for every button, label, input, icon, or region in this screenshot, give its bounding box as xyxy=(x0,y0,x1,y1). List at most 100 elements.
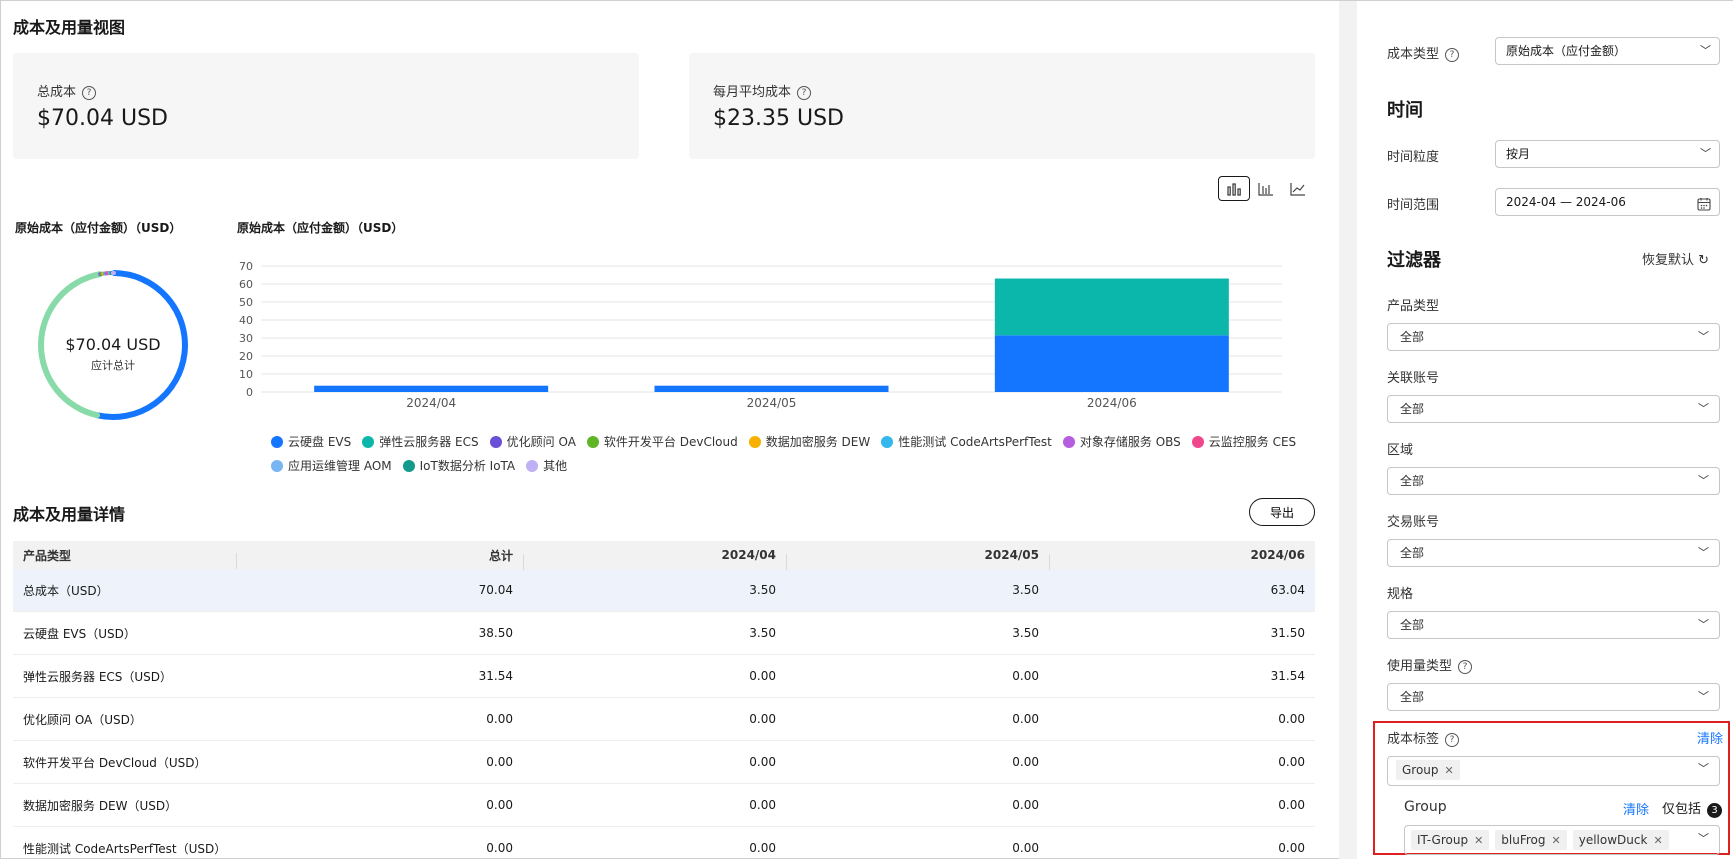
usage-type-select[interactable]: 全部 ﹀ xyxy=(1387,683,1720,711)
region-select[interactable]: 全部 ﹀ xyxy=(1387,467,1720,495)
close-icon[interactable]: ✕ xyxy=(1551,834,1561,847)
column-chart-icon[interactable] xyxy=(1250,176,1282,201)
product-type-select[interactable]: 全部 ﹀ xyxy=(1387,323,1720,351)
close-icon[interactable]: ✕ xyxy=(1444,764,1454,777)
column-header[interactable]: 总计 xyxy=(236,547,523,569)
legend-label: 应用运维管理 AOM xyxy=(288,459,392,473)
cost-tag-clear-link[interactable]: 清除 xyxy=(1697,732,1724,747)
help-icon[interactable]: ? xyxy=(1445,733,1460,747)
filter-label: 产品类型 xyxy=(1387,299,1440,314)
legend-item[interactable]: 数据加密服务 DEW xyxy=(748,433,871,450)
filter-label: 关联账号 xyxy=(1387,371,1440,386)
donut-slice[interactable] xyxy=(94,270,188,420)
linked-account-select[interactable]: 全部 ﹀ xyxy=(1387,395,1720,423)
tag-chip: IT-Group ✕ xyxy=(1411,830,1490,850)
legend-dot-icon xyxy=(271,459,283,472)
monthly-avg-cost-label: 每月平均成本? xyxy=(713,81,812,100)
export-button[interactable]: 导出 xyxy=(1249,498,1315,526)
y-tick-label: 50 xyxy=(239,296,253,309)
legend-item[interactable]: 优化顾问 OA xyxy=(489,433,576,450)
table-cell: 0.00 xyxy=(486,755,513,769)
cost-tag-select[interactable]: Group ✕ ﹀ xyxy=(1387,756,1720,786)
granularity-select[interactable]: 按月 ﹀ xyxy=(1495,140,1720,168)
legend-item[interactable]: 应用运维管理 AOM xyxy=(271,457,392,474)
y-tick-label: 70 xyxy=(239,260,253,273)
table-cell: 0.00 xyxy=(749,712,776,726)
monthly-avg-cost-value: $23.35 USD xyxy=(713,106,844,131)
legend-dot-icon xyxy=(526,459,539,472)
y-tick-label: 60 xyxy=(239,278,253,291)
bar-segment[interactable] xyxy=(994,335,1229,392)
close-icon[interactable]: ✕ xyxy=(1474,834,1484,847)
legend-item[interactable]: 对象存储服务 OBS xyxy=(1062,433,1181,450)
table-cell: 软件开发平台 DevCloud（USD） xyxy=(23,755,207,770)
column-header[interactable]: 2024/06 xyxy=(1049,548,1315,570)
legend-label: 软件开发平台 DevCloud xyxy=(603,435,738,449)
line-chart-icon[interactable] xyxy=(1282,176,1314,201)
close-icon[interactable]: ✕ xyxy=(1653,834,1663,847)
bar-segment[interactable] xyxy=(314,385,549,392)
bar-segment[interactable] xyxy=(994,278,1229,336)
donut-center-label: 应计总计 xyxy=(91,359,135,372)
include-only-toggle[interactable]: 仅包括 3 xyxy=(1662,798,1723,818)
donut-slice[interactable] xyxy=(38,271,103,419)
cost-detail-table: 产品类型 总计 2024/04 2024/05 2024/06 总成本（USD）… xyxy=(13,541,1315,859)
table-row: 弹性云服务器 ECS（USD） 31.54 0.00 0.00 31.54 xyxy=(13,655,1315,698)
donut-center: $70.04 USD 应计总计 xyxy=(33,265,193,425)
legend-item[interactable]: IoT数据分析 IoTA xyxy=(402,457,515,474)
chevron-down-icon: ﹀ xyxy=(1700,44,1711,57)
column-header[interactable]: 产品类型 xyxy=(23,548,72,563)
time-range-picker[interactable]: 2024-04 — 2024-06 xyxy=(1495,188,1720,216)
table-cell: 0.00 xyxy=(1012,841,1039,855)
table-cell: 0.00 xyxy=(1012,712,1039,726)
legend-item[interactable]: 云硬盘 EVS xyxy=(271,433,351,450)
table-row: 数据加密服务 DEW（USD） 0.00 0.00 0.00 0.00 xyxy=(13,784,1315,827)
y-tick-label: 20 xyxy=(239,350,253,363)
transaction-account-select[interactable]: 全部 ﹀ xyxy=(1387,539,1720,567)
legend-item[interactable]: 软件开发平台 DevCloud xyxy=(586,433,738,450)
bar-segment[interactable] xyxy=(654,385,889,392)
legend-item[interactable]: 性能测试 CodeArtsPerfTest xyxy=(881,433,1052,450)
table-cell: 0.00 xyxy=(1012,755,1039,769)
legend-dot-icon xyxy=(586,435,599,448)
x-tick-label: 2024/04 xyxy=(406,396,456,410)
legend-label: 数据加密服务 DEW xyxy=(765,435,871,449)
legend-item[interactable]: 云监控服务 CES xyxy=(1191,433,1296,450)
tag-chip: yellowDuck ✕ xyxy=(1572,830,1669,850)
table-cell: 70.04 xyxy=(478,583,513,597)
y-tick-label: 30 xyxy=(239,332,253,345)
granularity-label: 时间粒度 xyxy=(1387,150,1440,165)
legend-item[interactable]: 其他 xyxy=(526,457,567,474)
cost-bar-chart: 0 10 20 30 40 50 60 70 2024/04 2024/05 2024/06 xyxy=(239,260,1282,410)
table-cell: 数据加密服务 DEW（USD） xyxy=(23,798,178,813)
legend-dot-icon xyxy=(271,435,283,448)
table-cell: 0.00 xyxy=(1278,798,1305,812)
group-values-select[interactable]: IT-Group ✕ bluFrog ✕ yellowDuck ✕ ﹀ xyxy=(1404,825,1720,855)
help-icon[interactable]: ? xyxy=(82,86,97,100)
group-clear-link[interactable]: 清除 xyxy=(1623,803,1650,818)
restore-default-link[interactable]: 恢复默认 ↻ xyxy=(1642,253,1710,268)
table-cell: 总成本（USD） xyxy=(23,583,109,598)
table-cell: 31.54 xyxy=(1270,669,1305,683)
spec-select[interactable]: 全部 ﹀ xyxy=(1387,611,1720,639)
column-header[interactable]: 2024/04 xyxy=(523,548,786,570)
table-cell: 云硬盘 EVS（USD） xyxy=(23,626,136,641)
table-cell: 0.00 xyxy=(486,841,513,855)
table-cell: 0.00 xyxy=(486,798,513,812)
help-icon[interactable]: ? xyxy=(1458,660,1473,674)
help-icon[interactable]: ? xyxy=(797,86,812,100)
donut-center-value: $70.04 USD xyxy=(65,335,161,354)
chevron-down-icon: ﹀ xyxy=(1698,330,1709,343)
chart-type-toggle xyxy=(1218,176,1314,201)
legend-dot-icon xyxy=(1191,435,1204,448)
legend-label: 对象存储服务 OBS xyxy=(1079,435,1181,449)
calendar-icon xyxy=(1697,195,1711,221)
chevron-down-icon: ﹀ xyxy=(1698,618,1709,631)
legend-label: 性能测试 CodeArtsPerfTest xyxy=(898,435,1052,449)
table-cell: 0.00 xyxy=(1278,712,1305,726)
legend-item[interactable]: 弹性云服务器 ECS xyxy=(362,433,479,450)
column-header[interactable]: 2024/05 xyxy=(786,548,1049,570)
help-icon[interactable]: ? xyxy=(1445,48,1460,62)
bar-chart-icon[interactable] xyxy=(1218,176,1250,201)
cost-type-select[interactable]: 原始成本（应付金额） ﹀ xyxy=(1495,37,1720,65)
